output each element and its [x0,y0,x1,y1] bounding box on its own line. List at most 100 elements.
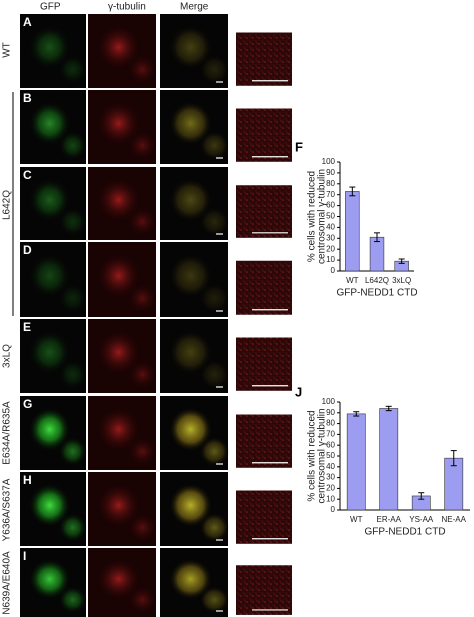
panel-letter: H [23,473,32,487]
x-tick-label: ER-AA [377,515,402,524]
cell [28,25,71,70]
chart-letter: J [295,384,302,399]
row-label: WT [2,42,13,58]
cell [96,558,141,600]
inset-micrograph [236,185,292,238]
y-tick-label: 50 [326,451,335,460]
cell [199,436,230,467]
cell [168,558,213,600]
cell [199,130,230,161]
panel-letter: B [23,91,32,105]
cell [127,130,158,161]
cell [127,54,158,85]
y-tick-label: 70 [326,190,335,199]
y-axis-label: centrosomal γ-tubulin [317,169,328,264]
y-tick-label: 30 [326,233,335,242]
cell [58,54,88,85]
cell [58,585,88,614]
cell [28,407,71,452]
x-tick-label: NE-AA [442,515,467,524]
cell [168,177,213,222]
cell [96,25,141,70]
cell [168,253,213,299]
error-bar [398,258,405,264]
y-tick-label: 100 [322,157,336,166]
error-bar [374,232,380,243]
inset-micrograph [236,414,292,468]
panel-letter: I [23,549,26,563]
cell [127,283,158,314]
error-bar [385,405,392,412]
cell [96,253,141,299]
cell [168,25,213,70]
row-label: L642Q [2,190,13,220]
x-tick-label: L642Q [365,276,389,285]
cell [58,207,88,237]
panel-letter: D [23,243,32,257]
cell [168,101,213,146]
cell [28,558,71,600]
cell [199,359,230,390]
inset-micrograph [236,490,292,544]
cell [199,512,230,543]
cell [28,330,71,375]
inset-micrograph [236,32,292,86]
column-header: Merge [180,2,209,13]
y-tick-label: 60 [326,201,335,210]
row-label: 3xLQ [2,344,13,368]
y-tick-label: 30 [326,473,335,482]
y-tick-label: 40 [326,462,335,471]
cell [58,436,88,467]
column-header: γ-tubulin [108,2,146,13]
y-tick-label: 10 [326,255,335,264]
cell [168,330,213,375]
cell [127,207,158,237]
y-tick-label: 40 [326,223,335,232]
error-bar [349,186,356,197]
inset-micrograph [236,260,292,315]
cell [127,359,158,390]
y-tick-label: 100 [322,397,336,406]
cell [28,483,71,528]
cell [168,483,213,528]
y-axis-label: % cells with reduced [307,410,318,501]
cell [96,330,141,375]
panel-letter: G [23,397,32,411]
error-bar [418,492,425,500]
y-tick-label: 60 [326,440,335,449]
error-bar [353,411,360,417]
cell [199,283,230,314]
y-tick-label: 20 [326,484,335,493]
cell [28,253,71,299]
panel-letter: C [23,168,32,182]
y-tick-label: 70 [326,430,335,439]
cell [127,585,158,614]
bar [346,413,366,511]
x-tick-label: WT [350,515,363,524]
bar [345,191,360,272]
cell [58,130,88,161]
cell [96,177,141,222]
inset-micrograph [236,337,292,391]
panel-letter: A [23,15,32,29]
y-tick-label: 80 [326,419,335,428]
cell [28,177,71,222]
bar [369,236,385,272]
y-axis-label: % cells with reduced [307,171,318,262]
cell [96,407,141,452]
cell [127,436,158,467]
y-tick-label: 80 [326,179,335,188]
cell [58,512,88,543]
row-label: E634A/R635A [2,401,13,465]
cell [199,54,230,85]
cell [96,483,141,528]
error-bar [450,450,457,467]
cell [127,512,158,543]
y-tick-label: 0 [331,505,336,514]
inset-micrograph [236,108,292,162]
y-tick-label: 90 [326,168,335,177]
x-tick-label: 3xLQ [392,276,411,285]
cell [199,207,230,237]
inset-micrograph [236,565,292,615]
